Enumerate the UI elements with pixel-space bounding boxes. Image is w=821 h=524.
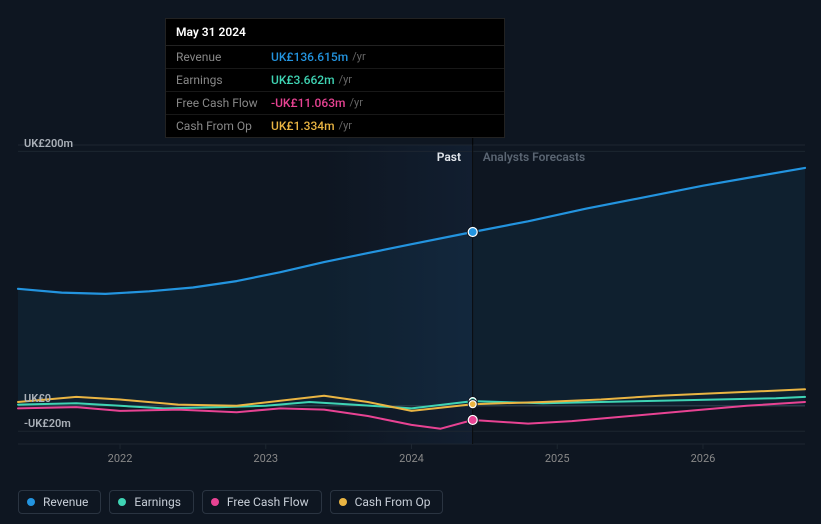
y-tick-label: UK£0 <box>24 392 51 405</box>
financials-chart: UK£200mUK£0-UK£20m 20222023202420252026 … <box>0 0 821 524</box>
y-tick-label: UK£200m <box>24 137 73 150</box>
legend-dot-icon <box>339 498 347 506</box>
tooltip-row: Free Cash Flow-UK£11.063m/yr <box>166 92 504 115</box>
tooltip-metric-label: Cash From Op <box>176 119 271 133</box>
tooltip-row: RevenueUK£136.615m/yr <box>166 46 504 69</box>
tooltip-metric-unit: /yr <box>339 119 352 133</box>
tooltip-metric-value: UK£3.662m <box>271 73 335 87</box>
legend-item-revenue[interactable]: Revenue <box>18 490 101 514</box>
legend-item-earnings[interactable]: Earnings <box>109 490 194 514</box>
tooltip-metric-value: UK£136.615m <box>271 50 348 64</box>
chart-legend: Revenue Earnings Free Cash Flow Cash From O… <box>18 490 443 514</box>
tooltip-metric-unit: /yr <box>349 96 362 110</box>
hover-tooltip: May 31 2024 RevenueUK£136.615m/yrEarning… <box>165 18 505 138</box>
x-tick-label: 2023 <box>253 452 278 465</box>
tooltip-metric-value: -UK£11.063m <box>271 96 345 110</box>
x-tick-label: 2026 <box>691 452 716 465</box>
legend-dot-icon <box>27 498 35 506</box>
legend-dot-icon <box>211 498 219 506</box>
tooltip-metric-value: UK£1.334m <box>271 119 335 133</box>
tooltip-metric-unit: /yr <box>339 73 352 87</box>
tooltip-metric-label: Revenue <box>176 50 271 64</box>
legend-dot-icon <box>118 498 126 506</box>
tooltip-metric-unit: /yr <box>352 50 365 64</box>
tooltip-row: Cash From OpUK£1.334m/yr <box>166 115 504 137</box>
x-tick-label: 2025 <box>545 452 570 465</box>
legend-label: Earnings <box>134 495 181 509</box>
tooltip-row: EarningsUK£3.662m/yr <box>166 69 504 92</box>
forecast-region-label: Analysts Forecasts <box>483 150 585 164</box>
legend-label: Revenue <box>43 495 88 509</box>
legend-label: Free Cash Flow <box>227 495 309 509</box>
tooltip-metric-label: Earnings <box>176 73 271 87</box>
past-region-label: Past <box>437 150 461 164</box>
tooltip-metric-label: Free Cash Flow <box>176 96 271 110</box>
y-tick-label: -UK£20m <box>24 417 71 430</box>
x-tick-label: 2024 <box>399 452 424 465</box>
x-tick-label: 2022 <box>108 452 133 465</box>
legend-label: Cash From Op <box>355 495 431 509</box>
legend-item-fcf[interactable]: Free Cash Flow <box>202 490 322 514</box>
legend-item-cfo[interactable]: Cash From Op <box>330 490 444 514</box>
tooltip-date: May 31 2024 <box>166 19 504 46</box>
